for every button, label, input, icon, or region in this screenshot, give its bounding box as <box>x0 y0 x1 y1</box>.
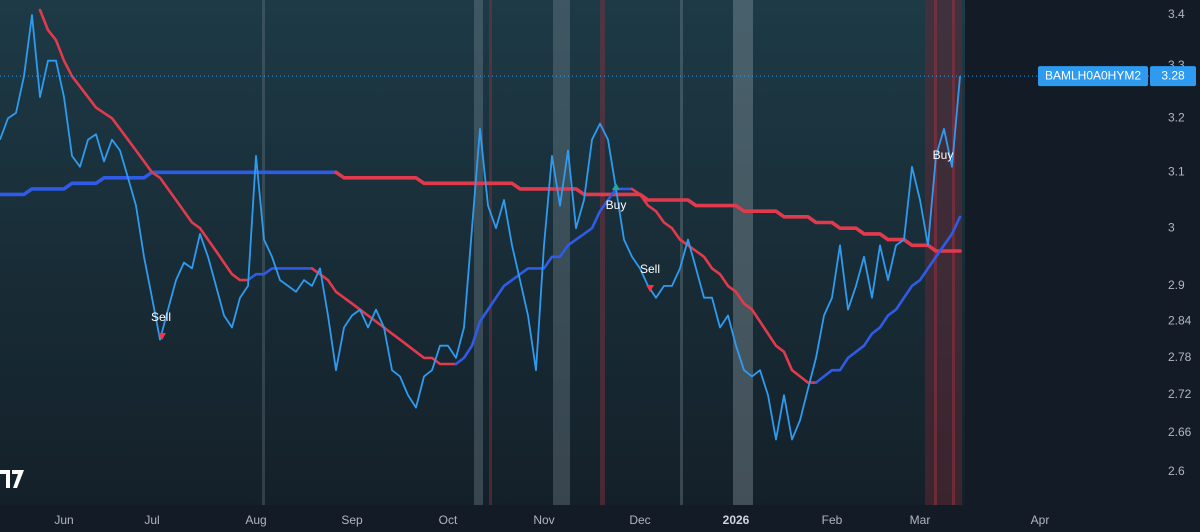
moving-average-line <box>0 170 338 197</box>
moving-average-line <box>246 267 314 282</box>
y-tick-label: 3.4 <box>1168 7 1185 21</box>
sell-marker <box>158 333 166 340</box>
x-tick-label: Dec <box>629 513 650 527</box>
y-tick-label: 2.84 <box>1168 314 1192 328</box>
y-tick-label: 2.78 <box>1168 350 1192 364</box>
x-tick-label: Oct <box>439 513 458 527</box>
sell-marker <box>646 285 654 292</box>
y-tick-label: 3 <box>1168 220 1175 234</box>
y-tick-label: 2.6 <box>1168 464 1185 478</box>
band <box>733 0 753 505</box>
y-tick-label: 2.66 <box>1168 425 1192 439</box>
y-tick-label: 2.9 <box>1168 278 1185 292</box>
band <box>262 0 265 505</box>
y-tick-label: 3.2 <box>1168 110 1185 124</box>
x-tick-label: Mar <box>910 513 931 527</box>
band <box>474 0 483 505</box>
annotation: Buy <box>933 148 954 162</box>
moving-average-line <box>454 187 634 366</box>
logo <box>0 470 24 488</box>
moving-average-line <box>38 8 250 282</box>
buy-marker <box>612 183 620 190</box>
name-tag <box>1038 66 1148 87</box>
annotation: Buy <box>606 198 627 212</box>
value-tag <box>1150 66 1196 87</box>
annotations: Sell Buy Sell Buy <box>151 148 953 340</box>
price-tag: BAMLH0A0HYM2 3.28 <box>1038 66 1196 87</box>
x-tick-label: Apr <box>1031 513 1050 527</box>
x-tick-label: Sep <box>341 513 363 527</box>
last-value: 3.28 <box>1161 68 1185 82</box>
moving-average-line <box>814 215 962 384</box>
band <box>680 0 683 505</box>
x-tick-label: Aug <box>245 513 266 527</box>
x-tick-label: 2026 <box>723 513 750 527</box>
x-tick-label: Jul <box>144 513 159 527</box>
x-tick-label: Jun <box>54 513 73 527</box>
plot-background <box>0 0 965 505</box>
band <box>489 0 492 505</box>
y-tick-label: 2.72 <box>1168 387 1192 401</box>
x-tick-label: Feb <box>822 513 843 527</box>
band <box>600 0 605 505</box>
moving-average-line <box>334 170 962 253</box>
logo-shape <box>0 470 24 488</box>
series-line <box>0 14 961 441</box>
x-tick-label: Nov <box>533 513 554 527</box>
annotation: Sell <box>151 310 171 324</box>
moving-average-line <box>630 187 818 384</box>
plot-area <box>0 8 1160 441</box>
annotation: Sell <box>640 262 660 276</box>
y-tick-label: 3.1 <box>1168 164 1185 178</box>
series-name: BAMLH0A0HYM2 <box>1045 68 1141 82</box>
